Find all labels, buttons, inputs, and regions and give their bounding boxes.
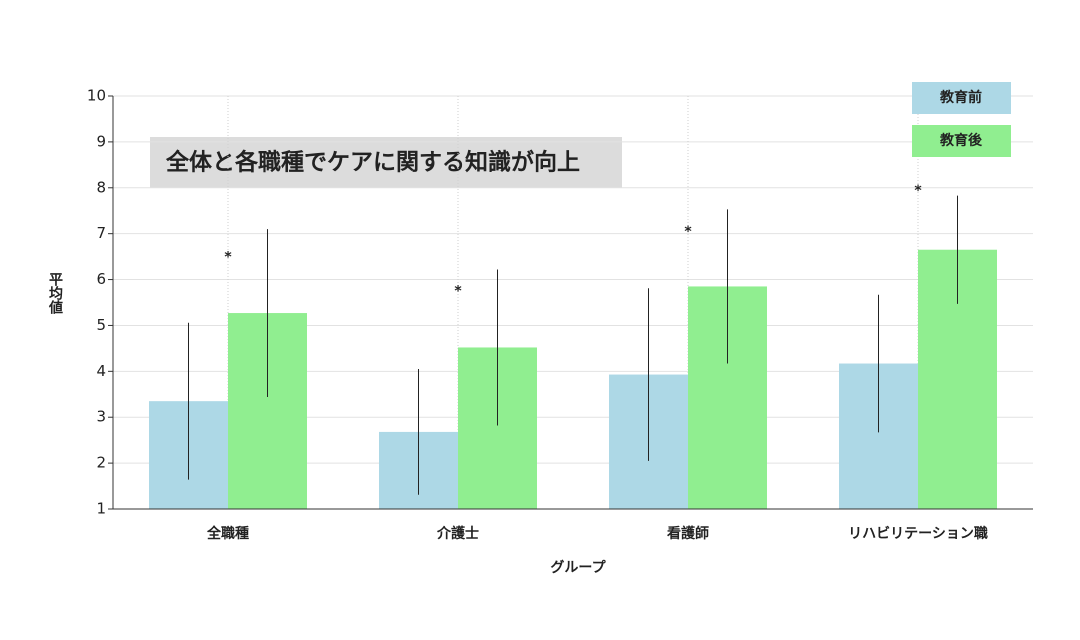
y-tick-label: 3: [96, 408, 106, 426]
significance-mark: *: [914, 183, 922, 199]
x-tick-label: 介護士: [436, 525, 479, 542]
y-tick-label: 8: [96, 178, 106, 196]
y-tick-label: 2: [96, 454, 106, 472]
x-tick-label: 看護師: [666, 525, 709, 542]
y-tick-label: 5: [96, 316, 106, 334]
y-tick-label: 9: [96, 132, 106, 150]
x-axis-label: グループ: [550, 559, 606, 576]
y-tick-label: 1: [96, 500, 106, 518]
x-tick-label: 全職種: [206, 525, 249, 542]
legend-label: 教育後: [940, 132, 983, 149]
x-tick-label: リハビリテーション職: [848, 525, 988, 542]
legend-swatch: [912, 125, 1011, 157]
y-tick-label: 10: [87, 87, 106, 105]
significance-mark: *: [224, 249, 232, 265]
significance-mark: *: [684, 224, 692, 240]
y-tick-label: 7: [96, 224, 106, 242]
y-tick-label: 4: [96, 362, 106, 380]
legend-swatch: [912, 82, 1011, 114]
title-box: [150, 137, 622, 188]
chart-title: 全体と各職種でケアに関する知識が向上: [165, 149, 580, 176]
y-tick-label: 6: [96, 270, 106, 288]
y-axis-label: 平均値: [47, 272, 64, 315]
legend-label: 教育前: [940, 89, 982, 106]
significance-mark: *: [454, 284, 462, 300]
